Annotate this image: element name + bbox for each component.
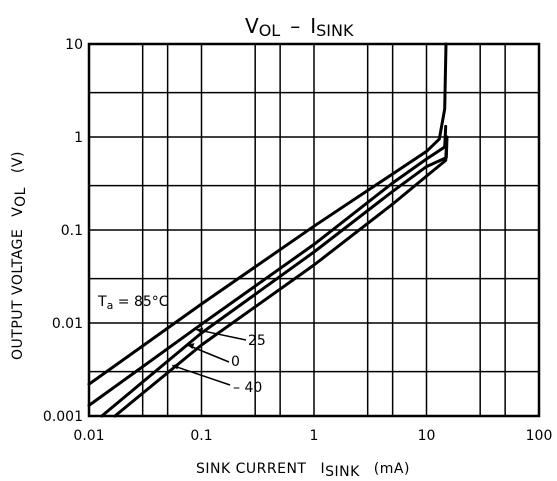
series-label-arrowhead [187, 343, 195, 350]
annot-t: T [97, 294, 107, 310]
svg-text:Ta = 85°C: Ta = 85°C [97, 294, 169, 312]
title-sub-ol: OL [259, 21, 281, 40]
y-axis-text: OUTPUT VOLTAGE [10, 229, 26, 360]
y-tick-label: 10 [65, 37, 83, 53]
series-labels: 25 0 – 40 [172, 327, 266, 396]
series-label-leader [187, 344, 230, 363]
x-tick-label: 100 [526, 428, 553, 444]
series-line--40 [113, 147, 448, 418]
y-tick-label: 0.1 [61, 223, 83, 239]
annot-sub-a: a [107, 299, 114, 312]
title-main: V [245, 14, 259, 38]
svg-text:VOL–ISINK: VOL – ISINK [245, 14, 354, 40]
temperature-annotation: Ta = 85°C [97, 294, 169, 312]
x-tick-label: 10 [418, 428, 436, 444]
y-tick-label: 1 [74, 130, 83, 146]
series-label-0: 0 [231, 354, 240, 370]
x-tick-label: 0.1 [190, 428, 212, 444]
title-dash: – [290, 14, 300, 38]
x-axis-unit: (mA) [374, 461, 410, 477]
series-line-0 [100, 135, 449, 418]
svg-text:OUTPUT VOLTAGEVOL(V): OUTPUT VOLTAGE VOL (V) [10, 151, 29, 360]
series-line-85 [87, 42, 448, 386]
y-tick-labels: 0.001 0.01 0.1 1 10 [43, 37, 83, 425]
title-i: I [310, 14, 316, 38]
x-axis-title: SINK CURRENT ISINK (mA) [196, 461, 410, 480]
y-tick-label: 0.001 [43, 409, 83, 425]
x-tick-labels: 0.01 0.1 1 10 100 [73, 428, 552, 444]
x-axis-sub: SINK [325, 464, 360, 480]
annot-value: = 85°C [113, 294, 168, 310]
chart-title: VOL – ISINK [245, 14, 354, 40]
series-label-arrowhead [196, 327, 204, 334]
y-axis-unit: (V) [10, 151, 26, 173]
plot-frame [87, 42, 541, 418]
y-tick-label: 0.01 [52, 316, 83, 332]
x-tick-label: 1 [310, 428, 319, 444]
title-sub-sink: SINK [316, 21, 354, 40]
series-line-25 [87, 124, 448, 407]
grid [89, 44, 539, 416]
series-label--40: – 40 [233, 380, 262, 396]
x-axis-sym: I [320, 461, 325, 477]
series-label-25: 25 [248, 333, 266, 349]
series-label-arrowhead [172, 363, 180, 370]
x-tick-label: 0.01 [73, 428, 104, 444]
x-axis-text: SINK CURRENT [196, 461, 306, 477]
series-label-leader [196, 328, 247, 341]
y-axis-sub: OL [13, 187, 29, 207]
y-axis-sym: V [10, 207, 26, 217]
series-label-leader [172, 364, 231, 386]
series-lines [87, 42, 449, 418]
y-axis-title: OUTPUT VOLTAGE VOL (V) [10, 151, 29, 360]
